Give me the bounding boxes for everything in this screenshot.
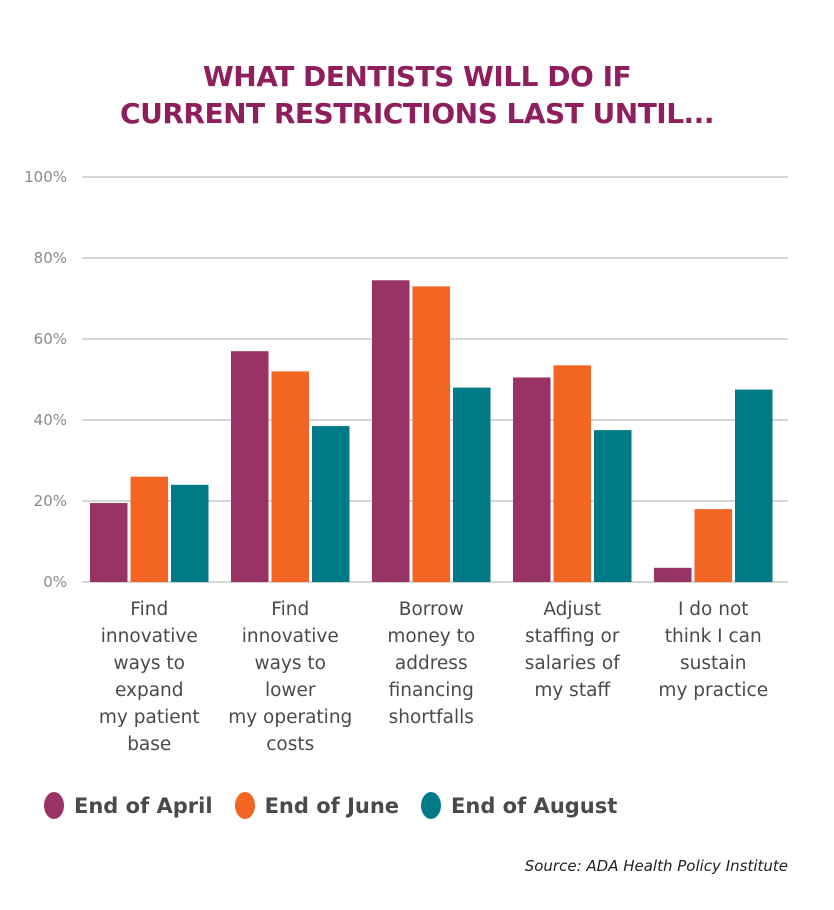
bar-4-end-of-august [594, 430, 632, 582]
legend-label-april: End of April [74, 793, 213, 818]
x-tick-label-line: innovative [241, 626, 339, 647]
bar-5-end-of-april [654, 567, 692, 582]
bar-5-end-of-june [694, 509, 732, 582]
legend-item-june: End of June [234, 792, 400, 819]
x-tick-label-line: my practice [658, 680, 769, 701]
bar-3-end-of-april [372, 280, 410, 582]
legend-dot-june [234, 792, 255, 819]
bar-chart: 0% 20% 40% 60% 80% 100% [24, 168, 788, 591]
x-tick-label-line: salaries of [524, 653, 620, 674]
x-tick-label-line: think I can [664, 626, 762, 647]
x-tick-label-line: sustain [680, 653, 747, 674]
y-tick-label: 0% [43, 573, 67, 591]
legend-dot-august [421, 792, 442, 819]
bar-1-end-of-august [171, 484, 209, 582]
bar-2-end-of-april [231, 351, 269, 582]
x-tick-label-line: lower [264, 680, 316, 701]
source-note: Source: ADA Health Policy Institute [524, 857, 788, 875]
x-tick-label-line: ways to [113, 653, 185, 674]
x-tick-label-line: base [127, 734, 172, 755]
x-tick-label-line: address [394, 653, 468, 674]
x-tick-label-line: Adjust [543, 599, 602, 620]
x-tick-label-line: I do not [677, 599, 749, 620]
y-tick-label: 80% [34, 249, 67, 267]
x-tick-label-line: Borrow [398, 599, 464, 620]
bar-5-end-of-august [735, 389, 773, 582]
x-tick-label: Find innovative ways to lower my operating co… [220, 596, 360, 758]
bar-3-end-of-june [412, 286, 450, 582]
x-tick-label: I do not think I can sustain my practice [643, 596, 783, 704]
chart-title-line-1: WHAT DENTISTS WILL DO IF [202, 60, 632, 93]
legend-dot-april [44, 792, 64, 819]
bar-1-end-of-june [130, 476, 168, 582]
legend: End of April End of June End of August [44, 792, 639, 819]
y-axis-ticks: 0% 20% 40% 60% 80% 100% [24, 168, 67, 591]
x-tick-label-line: expand [114, 680, 184, 701]
x-tick-label: Adjust staffing or salaries of my staff [502, 596, 642, 704]
x-tick-label-line: shortfalls [388, 707, 474, 728]
y-tick-label: 100% [24, 168, 67, 186]
chart-title-line-2: CURRENT RESTRICTIONS LAST UNTIL... [120, 97, 714, 130]
bar-2-end-of-august [312, 426, 350, 582]
x-tick-label-line: my operating [228, 707, 353, 728]
bar-3-end-of-august [453, 387, 491, 582]
legend-item-august: End of August [421, 792, 617, 819]
x-tick-label-line: ways to [254, 653, 326, 674]
x-tick-label-line: Find [130, 599, 169, 620]
legend-label-june: End of June [264, 793, 400, 818]
bar-1-end-of-april [90, 503, 128, 582]
bar-4-end-of-june [553, 365, 591, 582]
bars [90, 280, 773, 582]
x-tick-label-line: financing [388, 680, 474, 701]
x-tick-label-line: costs [266, 734, 315, 755]
x-tick-label: Borrow money to address financing shortfalls [361, 596, 501, 731]
chart-title: WHAT DENTISTS WILL DO IF CURRENT RESTRIC… [0, 58, 834, 132]
x-tick-label-line: my staff [534, 680, 611, 701]
legend-label-august: End of August [451, 793, 618, 818]
x-tick-label: Find innovative ways to expand my patient bas… [79, 596, 219, 758]
legend-item-april: End of April [44, 792, 213, 819]
y-tick-label: 60% [34, 330, 67, 348]
x-tick-label-line: staffing or [525, 626, 620, 647]
x-tick-label-line: my patient [98, 707, 200, 728]
bar-4-end-of-april [513, 377, 551, 582]
y-tick-label: 20% [34, 492, 67, 510]
x-tick-label-line: innovative [100, 626, 198, 647]
y-tick-label: 40% [34, 411, 67, 429]
bar-2-end-of-june [271, 371, 309, 582]
x-tick-label-line: Find [271, 599, 310, 620]
x-tick-label-line: money to [387, 626, 476, 647]
